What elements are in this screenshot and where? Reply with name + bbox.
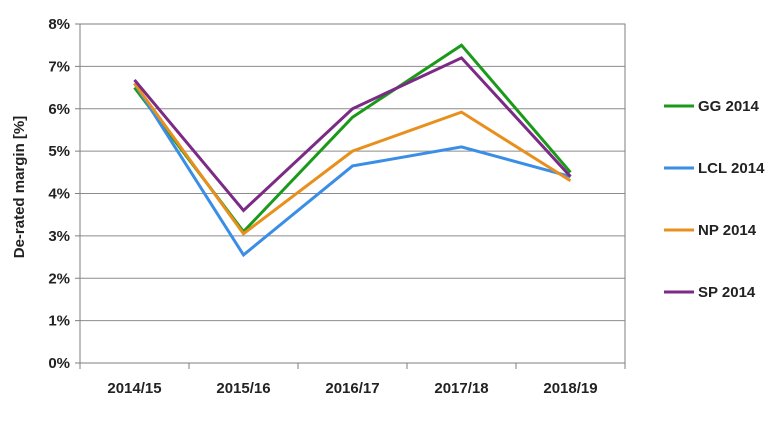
gridlines [80,23,625,322]
y-tick-labels: 0% 1% 2% 3% 4% 5% 6% 7% 8% [48,16,70,372]
x-tick-label: 2018/19 [543,380,597,397]
y-tick-label: 5% [48,143,70,160]
x-tick-label: 2014/15 [107,380,161,397]
series-lines [133,43,572,258]
x-tick-label: 2015/16 [216,380,270,397]
series-line-lcl-2014 [133,82,571,258]
legend-label-lcl-2014: LCL 2014 [698,160,765,177]
y-axis-title: De-rated margin [%] [11,116,28,259]
legend: GG 2014 LCL 2014 NP 2014 SP 2014 [664,98,765,301]
legend-label-np-2014: NP 2014 [698,222,757,239]
x-tick-labels: 2014/15 2015/16 2016/17 2017/18 2018/19 [107,380,597,397]
y-tick-label: 1% [48,313,70,330]
x-tick-label: 2017/18 [434,380,488,397]
x-tick-label: 2016/17 [325,380,379,397]
y-tick-label: 7% [48,58,70,75]
y-tick-label: 2% [48,270,70,287]
y-tick-label: 0% [48,355,70,372]
legend-label-gg-2014: GG 2014 [698,98,760,115]
y-tick-label: 6% [48,101,70,118]
y-tick-label: 4% [48,186,70,203]
axes [75,23,626,369]
series-line-np-2014 [133,82,572,236]
y-tick-label: 3% [48,228,70,245]
y-tick-label: 8% [48,16,70,33]
legend-label-sp-2014: SP 2014 [698,284,756,301]
series-line-sp-2014 [133,56,572,213]
